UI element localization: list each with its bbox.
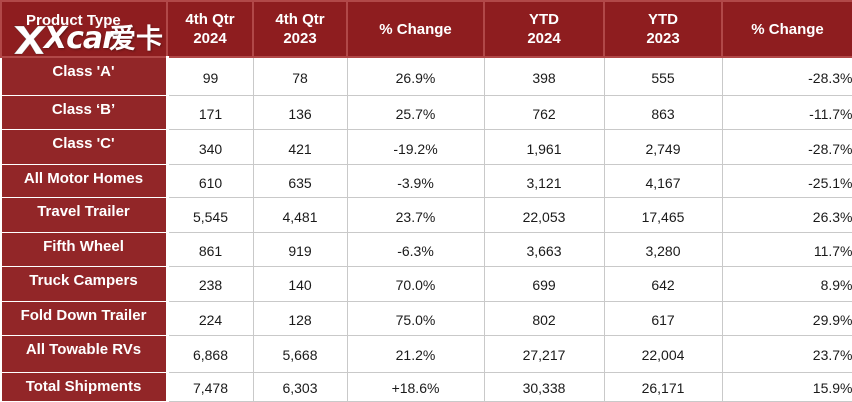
- header-q4-2024: 4th Qtr 2024: [166, 0, 254, 58]
- row-label: Fold Down Trailer: [0, 300, 169, 337]
- table-row: Fold Down Trailer 224 128 75.0% 802 617 …: [0, 300, 852, 337]
- cell-ytd-2023: 642: [603, 266, 723, 302]
- cell-ytd-2023: 863: [603, 94, 723, 131]
- header-pct-change-ytd: % Change: [721, 0, 852, 58]
- cell-ytd-change: 11.7%: [721, 231, 852, 268]
- table-row: Class 'C' 340 421 -19.2% 1,961 2,749 -28…: [0, 129, 852, 165]
- cell-ytd-2024: 22,053: [483, 197, 605, 233]
- cell-ytd-2024: 398: [483, 56, 605, 96]
- cell-q4-2023: 5,668: [252, 335, 348, 373]
- cell-quarter-change: 75.0%: [346, 300, 485, 337]
- cell-q4-2023: 4,481: [252, 197, 348, 233]
- subtotal-row: All Motor Homes 610 635 -3.9% 3,121 4,16…: [0, 163, 852, 199]
- row-label: Fifth Wheel: [0, 231, 169, 268]
- header-product-type: Product Type: [0, 0, 168, 58]
- cell-ytd-2024: 3,121: [483, 163, 605, 199]
- row-label: Class 'A': [0, 56, 169, 96]
- header-ytd-2024-line2: 2024: [527, 30, 561, 47]
- cell-ytd-2024: 30,338: [483, 371, 605, 402]
- cell-ytd-change: 29.9%: [721, 300, 852, 337]
- cell-q4-2024: 340: [166, 129, 254, 165]
- cell-ytd-2024: 762: [483, 94, 605, 131]
- cell-ytd-2024: 3,663: [483, 231, 605, 268]
- cell-q4-2024: 224: [166, 300, 254, 337]
- cell-ytd-2023: 17,465: [603, 197, 723, 233]
- cell-q4-2024: 610: [166, 163, 254, 199]
- cell-ytd-2024: 27,217: [483, 335, 605, 373]
- cell-ytd-2023: 555: [603, 56, 723, 96]
- header-q4-2024-line1: 4th Qtr: [185, 11, 235, 28]
- cell-quarter-change: 21.2%: [346, 335, 485, 373]
- header-q4-2023-line1: 4th Qtr: [275, 11, 325, 28]
- cell-quarter-change: -6.3%: [346, 231, 485, 268]
- header-ytd-2024-line1: YTD: [529, 11, 559, 28]
- table-row: Travel Trailer 5,545 4,481 23.7% 22,053 …: [0, 197, 852, 233]
- cell-quarter-change: -19.2%: [346, 129, 485, 165]
- cell-ytd-change: 26.3%: [721, 197, 852, 233]
- total-row: Total Shipments 7,478 6,303 +18.6% 30,33…: [0, 371, 852, 402]
- row-label: All Motor Homes: [0, 163, 169, 199]
- cell-quarter-change: +18.6%: [346, 371, 485, 402]
- cell-q4-2024: 7,478: [166, 371, 254, 402]
- cell-q4-2024: 99: [166, 56, 254, 96]
- cell-q4-2023: 78: [252, 56, 348, 96]
- cell-ytd-2023: 26,171: [603, 371, 723, 402]
- header-pct-change-quarter: % Change: [346, 0, 485, 58]
- cell-q4-2023: 421: [252, 129, 348, 165]
- cell-ytd-2023: 3,280: [603, 231, 723, 268]
- cell-q4-2024: 6,868: [166, 335, 254, 373]
- row-label: Total Shipments: [0, 371, 169, 402]
- cell-ytd-2023: 22,004: [603, 335, 723, 373]
- cell-quarter-change: 70.0%: [346, 266, 485, 302]
- header-ytd-2023-line1: YTD: [648, 11, 678, 28]
- cell-quarter-change: -3.9%: [346, 163, 485, 199]
- table-row: Class ‘B’ 171 136 25.7% 762 863 -11.7%: [0, 94, 852, 131]
- cell-ytd-2023: 617: [603, 300, 723, 337]
- cell-q4-2023: 136: [252, 94, 348, 131]
- cell-q4-2023: 128: [252, 300, 348, 337]
- cell-q4-2024: 861: [166, 231, 254, 268]
- cell-ytd-change: 8.9%: [721, 266, 852, 302]
- cell-q4-2023: 6,303: [252, 371, 348, 402]
- cell-q4-2023: 140: [252, 266, 348, 302]
- cell-q4-2023: 635: [252, 163, 348, 199]
- cell-q4-2023: 919: [252, 231, 348, 268]
- header-ytd-2023-line2: 2023: [646, 30, 680, 47]
- cell-quarter-change: 25.7%: [346, 94, 485, 131]
- cell-ytd-change: 23.7%: [721, 335, 852, 373]
- row-label: Class 'C': [0, 129, 169, 165]
- header-row: Product Type 4th Qtr 2024 4th Qtr 2023 %…: [0, 0, 852, 58]
- cell-ytd-2023: 4,167: [603, 163, 723, 199]
- row-label: All Towable RVs: [0, 335, 169, 373]
- cell-ytd-change: -28.3%: [721, 56, 852, 96]
- cell-ytd-change: -25.1%: [721, 163, 852, 199]
- cell-ytd-2024: 1,961: [483, 129, 605, 165]
- header-q4-2023-line2: 2023: [283, 30, 317, 47]
- row-label: Class ‘B’: [0, 94, 169, 131]
- cell-ytd-change: -28.7%: [721, 129, 852, 165]
- cell-quarter-change: 26.9%: [346, 56, 485, 96]
- header-q4-2023: 4th Qtr 2023: [252, 0, 348, 58]
- header-ytd-2023: YTD 2023: [603, 0, 723, 58]
- table-row: Fifth Wheel 861 919 -6.3% 3,663 3,280 11…: [0, 231, 852, 268]
- header-ytd-2024: YTD 2024: [483, 0, 605, 58]
- cell-ytd-2024: 699: [483, 266, 605, 302]
- header-q4-2024-line2: 2024: [193, 30, 227, 47]
- cell-ytd-2023: 2,749: [603, 129, 723, 165]
- cell-ytd-change: -11.7%: [721, 94, 852, 131]
- row-label: Truck Campers: [0, 266, 169, 302]
- row-label: Travel Trailer: [0, 197, 169, 233]
- subtotal-row: All Towable RVs 6,868 5,668 21.2% 27,217…: [0, 335, 852, 373]
- cell-ytd-change: 15.9%: [721, 371, 852, 402]
- cell-ytd-2024: 802: [483, 300, 605, 337]
- cell-quarter-change: 23.7%: [346, 197, 485, 233]
- cell-q4-2024: 238: [166, 266, 254, 302]
- cell-q4-2024: 5,545: [166, 197, 254, 233]
- table-row: Class 'A' 99 78 26.9% 398 555 -28.3%: [0, 56, 852, 96]
- cell-q4-2024: 171: [166, 94, 254, 131]
- table-row: Truck Campers 238 140 70.0% 699 642 8.9%: [0, 266, 852, 302]
